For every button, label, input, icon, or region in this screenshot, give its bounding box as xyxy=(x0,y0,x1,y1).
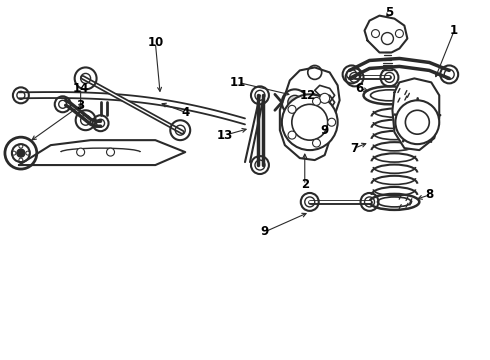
Circle shape xyxy=(282,94,338,150)
Circle shape xyxy=(106,148,115,156)
Text: 11: 11 xyxy=(230,76,246,89)
Circle shape xyxy=(17,149,25,157)
Polygon shape xyxy=(280,67,340,160)
Polygon shape xyxy=(315,85,335,112)
Text: 7: 7 xyxy=(350,141,359,155)
Text: 13: 13 xyxy=(217,129,233,142)
Circle shape xyxy=(395,30,403,37)
Text: 1: 1 xyxy=(450,24,458,37)
Text: 9: 9 xyxy=(261,225,269,238)
Text: 8: 8 xyxy=(425,188,434,202)
Text: 3: 3 xyxy=(76,99,85,112)
Circle shape xyxy=(313,98,320,105)
Circle shape xyxy=(371,30,379,37)
Text: 4: 4 xyxy=(181,106,189,119)
Circle shape xyxy=(395,100,439,144)
Circle shape xyxy=(328,118,336,126)
Polygon shape xyxy=(392,78,439,150)
Circle shape xyxy=(382,32,393,45)
Text: 6: 6 xyxy=(355,82,364,95)
Text: 10: 10 xyxy=(147,36,164,49)
Circle shape xyxy=(313,139,320,147)
Text: 2: 2 xyxy=(301,179,309,192)
Polygon shape xyxy=(19,140,185,165)
Text: 5: 5 xyxy=(385,6,393,19)
Circle shape xyxy=(319,93,330,103)
Circle shape xyxy=(288,105,296,113)
Text: 9: 9 xyxy=(320,124,329,137)
Polygon shape xyxy=(365,15,407,53)
Circle shape xyxy=(76,148,85,156)
Text: 14: 14 xyxy=(73,82,89,95)
Text: 12: 12 xyxy=(299,89,316,102)
Circle shape xyxy=(288,95,302,109)
Circle shape xyxy=(288,131,296,139)
